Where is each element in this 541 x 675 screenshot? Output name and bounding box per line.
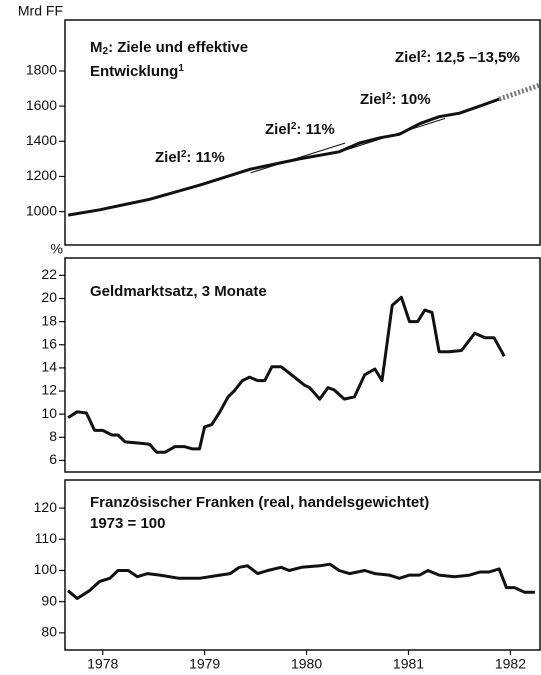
y-tick-label: 6 <box>49 451 57 467</box>
annotation-part: Französischer Franken (real, handelsgewi… <box>90 494 429 511</box>
annotation-part: M <box>90 39 103 56</box>
annotation-part: 2 <box>103 46 109 57</box>
annotation-part: 2 <box>291 121 297 132</box>
y-tick-label: 10 <box>41 405 57 421</box>
annotation: Entwicklung1 <box>90 63 184 80</box>
x-tick-label: 1982 <box>495 656 526 672</box>
annotation-part: 1973 = 100 <box>90 515 166 532</box>
annotation-part: 2 <box>421 49 427 60</box>
y-tick-label: 12 <box>41 382 57 398</box>
annotation-part: Ziel <box>360 91 386 108</box>
y-tick-label: 16 <box>41 335 57 351</box>
annotation: Ziel2: 12,5 –13,5% <box>395 49 520 66</box>
annotation: Ziel2: 11% <box>155 149 225 166</box>
y-tick-label: 22 <box>41 266 57 282</box>
series-line <box>67 562 535 600</box>
x-tick-label: 1981 <box>393 656 424 672</box>
y-tick-label: 120 <box>34 499 58 515</box>
series-line <box>345 117 446 151</box>
annotation-part: 1 <box>178 63 184 74</box>
panel-frame <box>64 19 541 246</box>
x-tick-label: 1979 <box>189 656 220 672</box>
annotation-part: : 12,5 –13,5% <box>426 49 519 66</box>
annotation-part: Geldmarktsatz, 3 Monate <box>90 283 267 300</box>
y-tick-label: 1400 <box>26 132 57 148</box>
y-tick-label: 18 <box>41 312 57 328</box>
annotation: Ziel2: 10% <box>360 91 431 108</box>
y-tick-label: 90 <box>41 592 57 608</box>
y-tick-label: 8 <box>49 428 57 444</box>
series-line <box>67 97 500 217</box>
annotation-part: Ziel <box>155 149 181 166</box>
annotation-part: : 11% <box>296 121 334 138</box>
series-line <box>498 82 541 102</box>
series-line <box>250 142 346 174</box>
annotation-part: 2 <box>181 149 187 160</box>
annotation: Französischer Franken (real, handelsgewi… <box>90 494 429 511</box>
annotation: 1973 = 100 <box>90 515 166 532</box>
x-tick-label: 1978 <box>87 656 118 672</box>
annotation-part: : Ziele und effektive <box>108 39 248 56</box>
y-tick-label: 100 <box>34 561 58 577</box>
annotation-part: Entwicklung <box>90 63 178 80</box>
annotation: Geldmarktsatz, 3 Monate <box>90 283 267 300</box>
y-axis-label: % <box>51 241 63 257</box>
y-tick-label: 1800 <box>26 62 57 78</box>
annotation-part: Ziel <box>395 49 421 66</box>
x-tick-label: 1980 <box>291 656 322 672</box>
y-tick-label: 20 <box>41 289 57 305</box>
annotation: Ziel2: 11% <box>265 121 335 138</box>
y-axis-label: Mrd FF <box>18 3 63 19</box>
annotation-part: Ziel <box>265 121 291 138</box>
annotation-part: 2 <box>386 91 392 102</box>
panel-frame <box>64 479 541 651</box>
y-tick-label: 80 <box>41 624 57 640</box>
panel-frame <box>64 257 541 473</box>
annotation-part: : 10% <box>391 91 430 108</box>
series-line <box>67 295 506 454</box>
annotation-part: : 11% <box>186 149 224 166</box>
annotation: M2: Ziele und effektive <box>90 39 248 57</box>
y-tick-label: 1000 <box>26 202 57 218</box>
y-tick-label: 110 <box>35 530 58 546</box>
y-tick-label: 14 <box>41 359 57 375</box>
y-tick-label: 1600 <box>26 97 57 113</box>
y-tick-label: 1200 <box>26 167 57 183</box>
